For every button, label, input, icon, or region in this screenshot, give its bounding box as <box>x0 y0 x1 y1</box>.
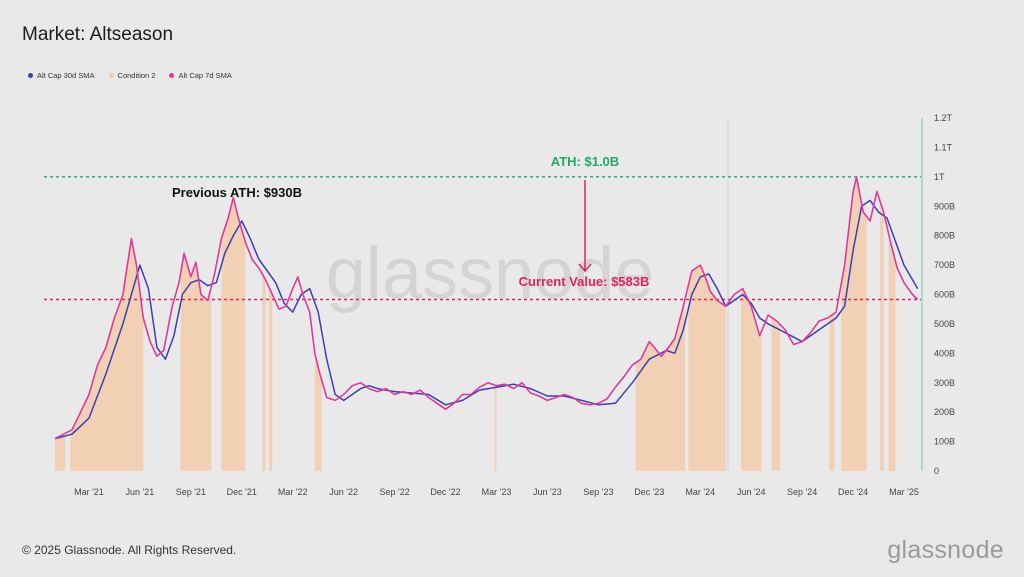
annotations: ATH: $1.0B Current Value: $583B Previous A… <box>172 154 649 289</box>
x-tick-label-13: Jun '24 <box>737 487 766 497</box>
annotation-arrow-head <box>578 263 592 273</box>
y-tick-label-11: 1.1T <box>934 142 953 152</box>
condition-band-4 <box>262 273 266 471</box>
brand-logo: glassnode <box>887 536 1004 564</box>
condition-band-14 <box>880 201 884 472</box>
legend-label-30d: Alt Cap 30d SMA <box>37 71 95 80</box>
x-tick-label-12: Mar '24 <box>685 487 715 497</box>
y-tick-label-1: 100B <box>934 437 955 447</box>
condition-band-2 <box>180 253 212 471</box>
y-tick-label-6: 600B <box>934 290 955 300</box>
x-tick-label-7: Dec '22 <box>430 487 460 497</box>
x-tick-label-16: Mar '25 <box>889 487 919 497</box>
legend-dot-condition <box>108 73 114 78</box>
condition-band-11 <box>771 317 781 471</box>
x-tick-label-14: Sep '24 <box>787 487 817 497</box>
condition-band-12 <box>829 313 835 471</box>
legend-dot-30d <box>28 73 33 78</box>
legend: Alt Cap 30d SMA Condition 2 Alt Cap 7d S… <box>28 71 232 80</box>
series-7d-line <box>54 176 919 440</box>
y-tick-label-7: 700B <box>934 260 955 270</box>
series-lines <box>54 176 919 440</box>
legend-label-7d: Alt Cap 7d SMA <box>178 71 232 80</box>
condition-band-3 <box>221 197 246 471</box>
x-tick-label-6: Sep '22 <box>379 487 409 497</box>
series-30d-line <box>54 199 919 440</box>
x-tick-label-5: Jun '22 <box>329 487 358 497</box>
x-tick-label-8: Mar '23 <box>482 487 512 497</box>
x-tick-label-15: Dec '24 <box>838 487 868 497</box>
copyright: © 2025 Glassnode. All Rights Reserved. <box>22 543 237 557</box>
x-tick-label-0: Mar '21 <box>74 487 104 497</box>
condition-band-5 <box>269 287 273 471</box>
condition-band-7 <box>494 385 497 471</box>
x-tick-label-10: Sep '23 <box>583 487 613 497</box>
condition-band-13 <box>841 176 867 472</box>
condition-band-15 <box>888 234 896 471</box>
y-tick-label-3: 300B <box>934 378 955 388</box>
x-tick-label-3: Dec '21 <box>227 487 257 497</box>
condition-band-6 <box>314 353 322 471</box>
watermark: glassnode <box>326 234 654 314</box>
y-axis-ticks: 0 100B 200B 300B 400B 500B 600B 700B 800B 900B 1T 1… <box>934 113 955 476</box>
legend-item-condition[interactable]: Condition 2 <box>108 71 156 80</box>
previous-ath-label: Previous ATH: $930B <box>172 185 302 200</box>
y-tick-label-2: 200B <box>934 407 955 417</box>
reference-lines <box>44 176 921 301</box>
x-tick-label-9: Jun '23 <box>533 487 562 497</box>
y-tick-label-10: 1T <box>934 172 945 182</box>
condition-band-1 <box>70 238 144 471</box>
condition-band-10 <box>741 288 762 471</box>
x-tick-label-2: Sep '21 <box>176 487 206 497</box>
y-tick-label-12: 1.2T <box>934 113 953 123</box>
current-value-label: Current Value: $583B <box>519 274 650 289</box>
y-tick-label-8: 800B <box>934 231 955 241</box>
y-tick-label-4: 400B <box>934 348 955 358</box>
x-tick-label-11: Dec '23 <box>634 487 664 497</box>
legend-label-condition: Condition 2 <box>117 71 156 80</box>
chart-title: Market: Altseason <box>22 24 174 45</box>
y-tick-label-9: 900B <box>934 201 955 211</box>
condition-band-9 <box>688 265 726 471</box>
legend-dot-7d <box>169 73 175 78</box>
ath-label: ATH: $1.0B <box>551 154 619 169</box>
y-tick-label-5: 500B <box>934 319 955 329</box>
legend-item-30d[interactable]: Alt Cap 30d SMA <box>28 71 95 80</box>
x-tick-label-1: Jun '21 <box>126 487 155 497</box>
condition-band-0 <box>55 433 66 471</box>
y-tick-label-0: 0 <box>934 466 939 476</box>
legend-item-7d[interactable]: Alt Cap 7d SMA <box>169 71 232 80</box>
x-axis-ticks: Mar '21 Jun '21 Sep '21 Dec '21 Mar '22 Jun '… <box>74 487 919 497</box>
x-tick-label-4: Mar '22 <box>278 487 308 497</box>
